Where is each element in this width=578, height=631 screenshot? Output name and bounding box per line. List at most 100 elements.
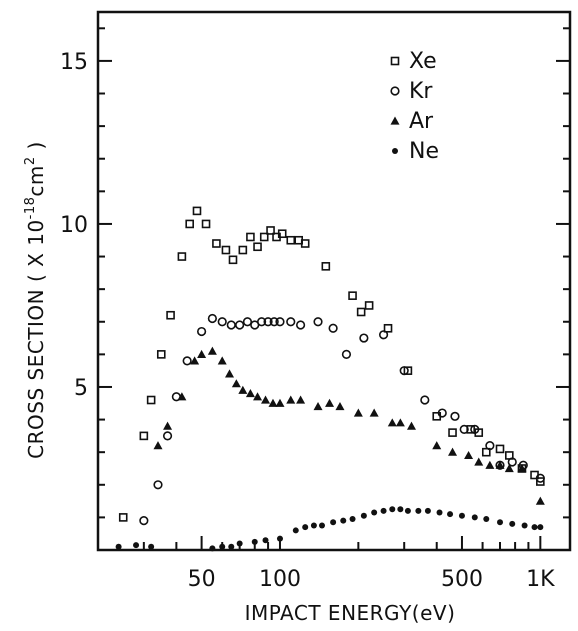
data-point-ne xyxy=(330,519,337,526)
data-point-ar xyxy=(335,402,345,411)
data-point-xe xyxy=(383,323,393,333)
data-point-ar xyxy=(387,418,397,427)
y-axis-title: CROSS SECTION ( X 10-18cm2 ) xyxy=(23,141,48,459)
data-point-ne xyxy=(447,511,454,518)
data-point-xe xyxy=(221,245,231,255)
legend-label-ar: Ar xyxy=(409,109,434,134)
y-axis-title-main: CROSS SECTION ( X 10 xyxy=(24,219,48,459)
data-point-kr xyxy=(226,320,236,330)
data-point-ne xyxy=(497,519,504,526)
data-point-ne xyxy=(340,517,347,524)
data-point-ne xyxy=(310,522,317,529)
data-point-xe xyxy=(266,226,275,235)
legend-label-xe: Xe xyxy=(409,49,437,74)
data-point-ne xyxy=(360,512,367,519)
data-point-xe xyxy=(495,444,505,454)
data-point-ar xyxy=(448,447,458,456)
y-tick-label: 15 xyxy=(60,50,88,75)
data-point-xe xyxy=(286,235,296,245)
data-point-kr xyxy=(378,330,389,340)
data-point-xe xyxy=(321,262,331,271)
data-point-ar xyxy=(190,356,200,365)
legend-label-ne: Ne xyxy=(409,139,439,164)
data-point-kr xyxy=(263,317,273,327)
data-point-ne xyxy=(471,514,478,521)
data-point-ne xyxy=(115,543,122,550)
data-point-ne xyxy=(236,540,243,547)
data-point-kr xyxy=(450,411,460,421)
data-point-kr xyxy=(139,516,149,526)
data-point-ar xyxy=(286,395,296,404)
data-point-ar xyxy=(163,421,173,430)
data-point-xe xyxy=(177,252,187,261)
data-point-ar xyxy=(261,395,271,404)
data-point-kr xyxy=(286,317,296,327)
data-point-xe xyxy=(259,232,269,242)
y-tick-label: 10 xyxy=(60,213,88,238)
data-point-ar xyxy=(225,369,235,378)
data-point-kr xyxy=(207,313,217,324)
data-point-xe xyxy=(146,395,156,405)
data-point-ne xyxy=(371,509,378,516)
data-point-ar xyxy=(253,392,263,401)
data-point-kr xyxy=(235,320,245,330)
y-tick-label: 5 xyxy=(74,376,88,401)
data-point-ne xyxy=(148,543,155,550)
legend: Xe Kr Ar Ne xyxy=(390,49,439,164)
data-point-ne xyxy=(436,509,443,516)
data-point-ne xyxy=(302,524,309,531)
data-point-kr xyxy=(275,317,285,327)
data-point-ar xyxy=(485,460,495,469)
data-point-ne xyxy=(458,512,465,519)
data-point-ar xyxy=(406,421,416,430)
data-point-kr xyxy=(328,323,338,333)
data-point-ar xyxy=(369,408,379,417)
data-point-ne xyxy=(251,538,258,545)
data-point-ar xyxy=(474,457,484,466)
data-point-ar xyxy=(464,450,474,460)
data-point-xe xyxy=(192,206,202,216)
legend-marker-kr xyxy=(390,86,400,96)
data-point-ne xyxy=(318,522,325,529)
data-point-xe xyxy=(166,310,175,320)
x-tick-label: 100 xyxy=(259,567,301,592)
data-point-kr xyxy=(535,473,545,483)
data-point-kr xyxy=(313,317,323,327)
x-tick-label: 500 xyxy=(441,567,483,592)
data-point-ne xyxy=(133,542,140,549)
data-point-ar xyxy=(177,392,187,401)
data-point-ar xyxy=(296,395,306,404)
data-point-ar xyxy=(207,346,217,355)
data-point-xe xyxy=(118,513,128,522)
data-point-xe xyxy=(277,229,287,239)
data-point-kr xyxy=(420,395,430,405)
data-point-ne xyxy=(349,516,356,523)
data-point-xe xyxy=(238,245,248,255)
data-point-ne xyxy=(276,535,283,542)
data-point-kr xyxy=(182,356,192,366)
data-point-ne xyxy=(483,516,490,523)
data-point-ne xyxy=(292,527,299,534)
legend-marker-xe xyxy=(390,56,400,66)
data-point-xe xyxy=(185,219,194,229)
data-point-ne xyxy=(531,524,538,531)
data-point-kr xyxy=(269,317,279,327)
data-point-ne xyxy=(404,507,411,514)
data-point-xe xyxy=(201,219,211,229)
data-point-ne xyxy=(228,543,235,550)
data-point-xe xyxy=(448,428,457,437)
data-point-ar xyxy=(313,402,323,411)
data-point-ne xyxy=(537,524,544,531)
legend-label-kr: Kr xyxy=(409,79,433,104)
data-point-ar xyxy=(275,398,285,407)
data-point-xe xyxy=(403,366,413,375)
data-point-kr xyxy=(507,457,517,467)
data-point-ar xyxy=(197,349,207,358)
data-point-ar xyxy=(217,356,227,365)
data-point-ar xyxy=(353,408,363,417)
data-point-kr xyxy=(217,317,227,327)
data-point-xe xyxy=(253,242,262,252)
data-point-xe xyxy=(536,477,545,486)
data-point-ar xyxy=(517,463,527,473)
